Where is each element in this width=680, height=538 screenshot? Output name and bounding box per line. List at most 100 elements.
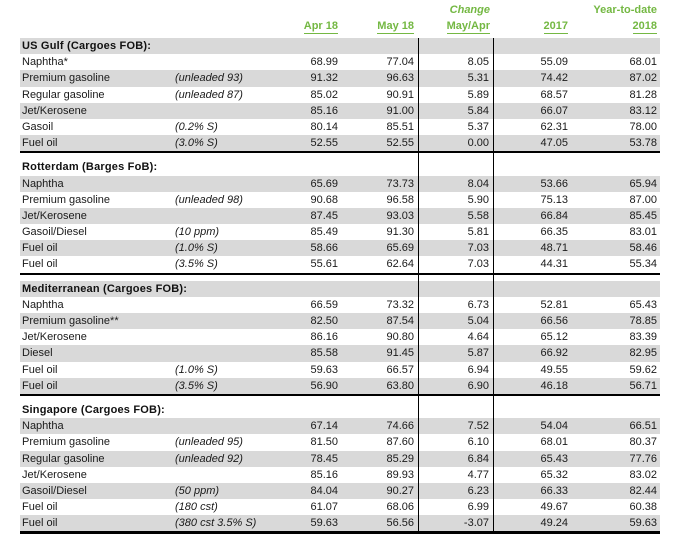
section-header-spacer xyxy=(494,402,660,418)
may18-value: 91.45 xyxy=(386,347,414,360)
apr18-value: 85.16 xyxy=(310,104,338,117)
ytd2018-value: 85.45 xyxy=(629,209,657,222)
change-value: 6.84 xyxy=(418,450,494,467)
apr18-value: 85.16 xyxy=(310,468,338,481)
may18-value: 87.60 xyxy=(386,436,414,449)
may18-value: 90.91 xyxy=(386,88,414,101)
product-spec: (unleaded 92) xyxy=(175,452,243,465)
ytd2018-value: 83.12 xyxy=(629,104,657,117)
change-value: 7.52 xyxy=(418,418,494,435)
change-value: 5.81 xyxy=(418,224,494,241)
change-value: 4.64 xyxy=(418,329,494,346)
ytd2018-value: 82.95 xyxy=(629,347,657,360)
may18-value: 96.58 xyxy=(386,193,414,206)
change-column-spacer xyxy=(418,159,494,176)
change-value: 6.23 xyxy=(418,482,494,500)
table-row: Naphtha 67.14 74.66 7.52 54.04 66.51 xyxy=(20,418,660,435)
change-value: 6.94 xyxy=(418,361,494,378)
column-header-may18-label: May 18 xyxy=(377,20,414,34)
change-value: 6.90 xyxy=(418,377,494,394)
ytd2018-value: 78.85 xyxy=(629,315,657,327)
product-name: Premium gasoline xyxy=(22,72,111,85)
y2017-value: 66.92 xyxy=(540,347,568,360)
column-header-apr18-label: Apr 18 xyxy=(303,20,338,34)
product-spec: (unleaded 93) xyxy=(175,72,243,85)
product-spec: (3.5% S) xyxy=(175,258,218,271)
may18-value: 90.27 xyxy=(386,484,414,497)
table-row: Gasoil/Diesel (10 ppm) 85.49 91.30 5.81 66.35… xyxy=(20,224,660,241)
section-divider xyxy=(20,272,660,281)
apr18-value: 82.50 xyxy=(310,315,338,327)
column-header-top-blank xyxy=(340,2,414,18)
product-spec xyxy=(175,329,259,345)
product-spec: (50 ppm) xyxy=(175,484,220,497)
product-name: Gasoil/Diesel xyxy=(22,484,87,497)
section-header-spacer xyxy=(494,159,660,175)
gap-change-spacer xyxy=(418,395,494,402)
change-value: -3.07 xyxy=(418,515,494,532)
product-spec: (3.0% S) xyxy=(175,137,218,150)
table-row: Naphtha* 68.99 77.04 8.05 55.09 68.01 xyxy=(20,54,660,71)
product-name: Fuel oil xyxy=(22,242,58,255)
section-header-row: Singapore (Cargoes FOB): xyxy=(20,401,660,419)
change-value: 6.99 xyxy=(418,499,494,516)
product-spec xyxy=(175,345,259,361)
ytd2018-value: 78.00 xyxy=(629,120,657,133)
apr18-value: 59.63 xyxy=(310,363,338,376)
y2017-value: 49.55 xyxy=(540,363,568,376)
change-value: 0.00 xyxy=(418,135,494,152)
product-name: Fuel oil xyxy=(22,363,58,376)
product-name: Gasoil/Diesel xyxy=(22,226,87,239)
change-column-spacer xyxy=(418,38,494,55)
table-row: Gasoil (0.2% S) 80.14 85.51 5.37 62.31 78.00 xyxy=(20,118,660,136)
ytd2018-value: 55.34 xyxy=(629,258,657,271)
table-row: Fuel oil (1.0% S) 59.63 66.57 6.94 49.55 59.62 xyxy=(20,361,660,378)
table-row: Premium gasoline (unleaded 95) 81.50 87.60 6… xyxy=(20,434,660,451)
table-row: Fuel oil (3.5% S) 56.90 63.80 6.90 46.18 56.71 xyxy=(20,377,660,394)
product-name: Naphtha xyxy=(22,177,64,190)
ytd2018-value: 77.76 xyxy=(629,452,657,465)
ytd2018-value: 66.51 xyxy=(629,420,657,433)
ytd2018-value: 56.71 xyxy=(629,379,657,392)
table-row: Fuel oil (3.5% S) 55.61 62.64 7.03 44.31 55.34 xyxy=(20,256,660,273)
column-header-change-label: May/Apr xyxy=(446,20,490,34)
change-column-spacer xyxy=(418,401,494,419)
y2017-value: 66.35 xyxy=(540,226,568,239)
section-header-row: Rotterdam (Barges FoB): xyxy=(20,159,660,176)
ytd2018-value: 65.94 xyxy=(629,177,657,190)
column-header-spacer xyxy=(175,2,259,34)
product-spec: (1.0% S) xyxy=(175,242,218,255)
product-name: Regular gasoline xyxy=(22,452,105,465)
y2017-value: 55.09 xyxy=(540,56,568,69)
gap-change-spacer xyxy=(418,274,494,281)
column-header-spacer xyxy=(20,2,175,34)
section-title: Mediterranean (Cargoes FOB): xyxy=(22,282,188,295)
ytd2018-value: 80.37 xyxy=(629,436,657,449)
product-name: Regular gasoline xyxy=(22,88,105,101)
table-row: Fuel oil (180 cst) 61.07 68.06 6.99 49.67 60.3… xyxy=(20,499,660,516)
apr18-value: 91.32 xyxy=(310,72,338,85)
ytd2018-value: 53.78 xyxy=(629,137,657,150)
change-value: 5.31 xyxy=(418,70,494,87)
product-spec xyxy=(175,467,259,483)
column-header-ytd-title: Year-to-date xyxy=(593,4,657,16)
may18-value: 96.63 xyxy=(386,72,414,85)
y2017-value: 68.57 xyxy=(540,88,568,101)
y2017-value: 68.01 xyxy=(540,436,568,449)
product-spec xyxy=(175,208,259,224)
apr18-value: 68.99 xyxy=(310,56,338,69)
price-table-body: US Gulf (Cargoes FOB): Naphtha* 68.99 77.04… xyxy=(20,38,660,535)
may18-value: 85.51 xyxy=(386,120,414,133)
ytd2018-value: 83.01 xyxy=(629,226,657,239)
apr18-value: 52.55 xyxy=(310,137,338,150)
ytd2018-value: 87.02 xyxy=(629,72,657,85)
apr18-value: 85.58 xyxy=(310,347,338,360)
change-value: 8.04 xyxy=(418,175,494,192)
may18-value: 52.55 xyxy=(386,137,414,150)
y2017-value: 62.31 xyxy=(540,120,568,133)
y2017-value: 44.31 xyxy=(540,258,568,271)
table-row: Fuel oil (3.0% S) 52.55 52.55 0.00 47.05 53.78 xyxy=(20,135,660,152)
product-spec: (180 cst) xyxy=(175,501,218,514)
column-header-change: Change May/Apr xyxy=(418,2,494,34)
ytd2018-value: 59.63 xyxy=(629,517,657,530)
